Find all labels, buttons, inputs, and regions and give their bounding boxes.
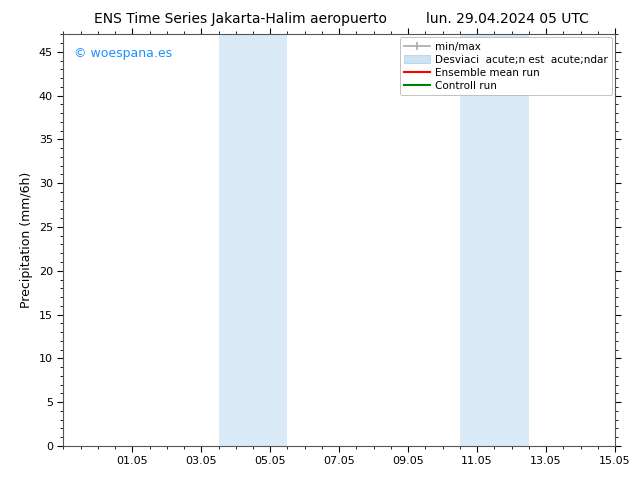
Text: lun. 29.04.2024 05 UTC: lun. 29.04.2024 05 UTC xyxy=(426,12,588,26)
Text: ENS Time Series Jakarta-Halim aeropuerto: ENS Time Series Jakarta-Halim aeropuerto xyxy=(94,12,387,26)
Bar xyxy=(219,34,287,446)
Text: © woespana.es: © woespana.es xyxy=(74,47,172,60)
Bar xyxy=(460,34,529,446)
Y-axis label: Precipitation (mm/6h): Precipitation (mm/6h) xyxy=(20,172,34,308)
Legend: min/max, Desviaci  acute;n est  acute;ndar, Ensemble mean run, Controll run: min/max, Desviaci acute;n est acute;ndar… xyxy=(399,37,612,95)
